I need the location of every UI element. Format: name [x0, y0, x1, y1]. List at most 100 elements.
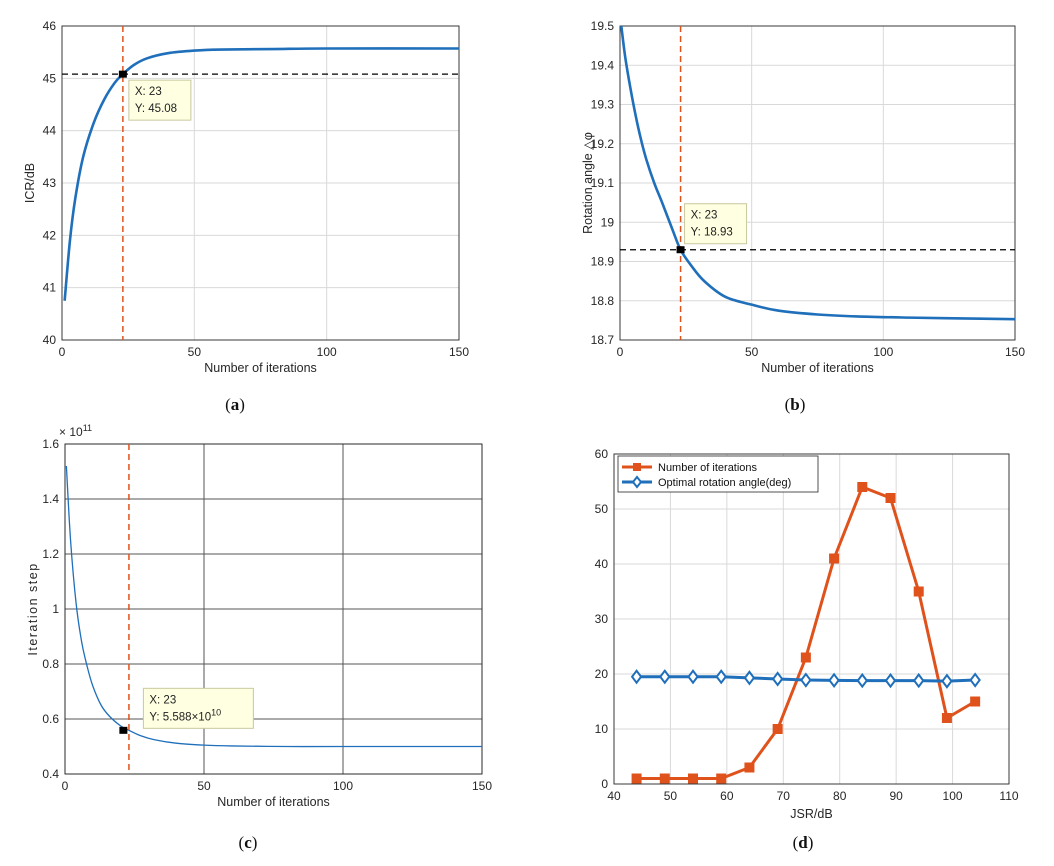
- y-tick-label: 41: [43, 281, 57, 295]
- x-tick-label: 100: [873, 345, 893, 359]
- y-tick-label: 0: [601, 777, 608, 791]
- datatip-y-power: 10: [211, 707, 221, 717]
- x-tick-label: 100: [317, 345, 337, 359]
- y-tick-label: 30: [595, 612, 609, 626]
- data-point: [630, 669, 643, 685]
- data-point: [688, 773, 698, 784]
- caption-letter: a: [231, 395, 240, 414]
- x-tick-label: 90: [889, 789, 903, 803]
- x-tick-label: 150: [472, 779, 492, 793]
- legend-marker: [633, 463, 641, 471]
- data-point: [631, 773, 642, 784]
- chart-d: 40 50 60 70 80 90 100 110 0 10 20 30 40 50 60 JSR/dB (d)…: [595, 447, 1019, 852]
- data-point: [970, 696, 981, 707]
- legend-marker: [631, 475, 643, 489]
- y-tick-label: 19.2: [591, 137, 615, 151]
- series-line: [620, 25, 1016, 321]
- caption: (a): [225, 395, 245, 414]
- legend: Number of iterations Optimal rotation ang…: [617, 455, 819, 493]
- x-tick-label: 70: [777, 789, 791, 803]
- legend-label: Number of iterations: [658, 462, 758, 474]
- data-point: [659, 773, 670, 784]
- caption-open: (: [785, 395, 791, 414]
- x-tick-label: 100: [333, 779, 353, 793]
- datatip-x: X: 23: [149, 694, 176, 706]
- datatip-marker: [118, 70, 127, 78]
- caption-close: ): [252, 833, 258, 852]
- caption-close: ): [808, 833, 814, 852]
- y-tick-label: 45: [43, 71, 57, 85]
- y-tick-label: 19.3: [591, 98, 615, 112]
- datatip-y: Y: 45.08: [135, 103, 177, 115]
- data-point: [884, 672, 897, 689]
- axes-box: [619, 25, 1016, 341]
- x-tick-label: 150: [449, 345, 469, 359]
- y-tick-label: 40: [43, 333, 57, 347]
- y-tick-label: 1: [52, 602, 59, 616]
- axes-box: [61, 25, 460, 341]
- caption: (c): [239, 833, 258, 852]
- y-tick-label: 0.8: [42, 657, 59, 671]
- chart-b: 0 50 100 150 18.7 18.8 18.9 19 19.1 19.2 19.3 19.4 1…: [581, 19, 1025, 414]
- y-tick-label: 19.1: [591, 176, 615, 190]
- y-tick-label: 42: [43, 228, 57, 242]
- data-point: [885, 493, 896, 503]
- caption-open: (: [225, 395, 231, 414]
- y-tick-label: 19.5: [591, 19, 615, 33]
- legend-label: Optimal rotation angle(deg): [658, 477, 791, 489]
- x-tick-label: 0: [59, 345, 66, 359]
- data-point: [687, 669, 699, 685]
- data-point: [744, 762, 755, 773]
- data-point: [941, 713, 952, 723]
- chart-a: 0 50 100 150 40 41 42 43 44 45 46 Number of iterati…: [23, 19, 469, 414]
- x-tick-label: 50: [745, 345, 759, 359]
- datatip-x: X: 23: [691, 210, 718, 222]
- y-axis-label: Rotation angle △φ: [581, 132, 595, 234]
- data-point: [800, 672, 812, 688]
- caption-letter: b: [790, 395, 799, 414]
- data-point: [941, 673, 953, 689]
- x-tick-label: 40: [607, 789, 621, 803]
- y-tick-label: 0.4: [42, 767, 59, 781]
- data-point: [857, 482, 868, 492]
- caption-close: ): [800, 395, 806, 414]
- data-point: [716, 773, 727, 784]
- y-tick-label: 1.4: [42, 492, 59, 506]
- datatip-x: X: 23: [135, 86, 162, 98]
- axes-box: [64, 443, 483, 775]
- x-tick-label: 100: [943, 789, 963, 803]
- data-point: [771, 671, 784, 687]
- datatip-marker: [119, 726, 128, 734]
- x-tick-label: 50: [188, 345, 202, 359]
- y-axis-label: Iteration step: [26, 562, 40, 655]
- data-point: [829, 553, 840, 564]
- y-tick-label: 18.7: [591, 333, 615, 347]
- y-tick-label: 44: [43, 124, 57, 138]
- datatip-box: [128, 79, 192, 121]
- x-tick-label: 80: [833, 789, 847, 803]
- x-tick-label: 150: [1005, 345, 1025, 359]
- x-tick-label: 110: [999, 789, 1018, 803]
- data-point: [659, 669, 671, 685]
- datatip-box: [142, 687, 254, 729]
- y-tick-label: 60: [595, 447, 609, 461]
- data-point: [800, 652, 811, 663]
- exponent-power: 11: [83, 423, 92, 433]
- data-point: [913, 586, 924, 597]
- y-tick-label: 19.4: [591, 58, 615, 72]
- data-point: [828, 672, 840, 688]
- series-line: [63, 47, 460, 301]
- legend-box: [617, 455, 819, 493]
- chart-c: 0 50 100 150 0.4 0.6 0.8 1 1.2 1.4 1.6 Number of it…: [26, 423, 492, 852]
- y-tick-label: 20: [595, 667, 609, 681]
- x-tick-label: 0: [617, 345, 624, 359]
- datatip-y: Y: 18.93: [691, 227, 733, 239]
- y-axis-label: ICR/dB: [23, 163, 37, 203]
- caption-close: ): [239, 395, 245, 414]
- data-point: [772, 724, 783, 734]
- x-tick-label: 50: [664, 789, 678, 803]
- data-point: [715, 669, 727, 685]
- caption-letter: c: [244, 833, 252, 852]
- exponent-label: × 1011: [59, 423, 92, 439]
